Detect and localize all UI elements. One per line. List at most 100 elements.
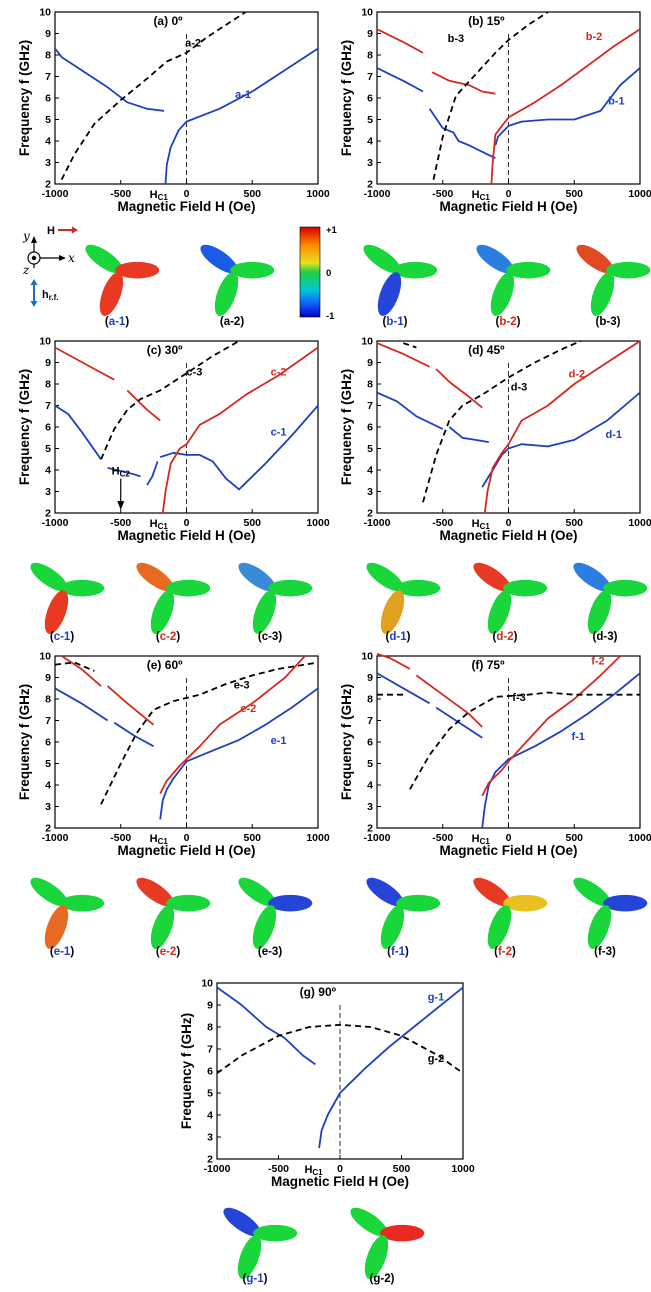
x-axis-label: Magnetic Field H (Oe) — [439, 528, 577, 543]
mode-caption: (d-3) — [593, 631, 618, 643]
nanomagnet-ellipse — [350, 1207, 388, 1237]
nanomagnet-ellipse — [487, 905, 512, 949]
nanomagnet-ellipse — [115, 261, 160, 279]
y-tick-label: 8 — [207, 1022, 213, 1034]
nanomagnet-ellipse — [573, 877, 611, 907]
nanomagnet-ellipse — [30, 562, 68, 592]
series-line-f-2 — [376, 653, 411, 670]
colorbar-mid-label: 0 — [326, 268, 331, 279]
mode-caption: (f-2) — [494, 946, 516, 958]
y-tick-label: 2 — [45, 823, 51, 835]
x-axis-label: Magnetic Field H (Oe) — [439, 843, 577, 858]
nanomagnet-ellipse — [85, 244, 123, 274]
x-tick-label: -500 — [432, 517, 453, 529]
nanomagnet-ellipse — [237, 1235, 262, 1279]
panel-title: (f) 75º — [471, 658, 505, 672]
nanomagnet-ellipse — [238, 877, 276, 907]
series-line-e-3 — [100, 661, 319, 805]
nanomagnet-ellipse — [503, 894, 548, 912]
series-line-e-1 — [113, 721, 155, 748]
x-tick-label: -1000 — [42, 188, 69, 200]
nanomagnet-ellipse — [380, 1224, 425, 1242]
mode-profile-image — [366, 562, 441, 634]
z-axis-dot-icon — [31, 255, 37, 261]
series-line-b-3 — [432, 11, 549, 180]
hc1-label: HC1 — [472, 518, 491, 531]
y-tick-label: 6 — [207, 1066, 213, 1078]
series-c-1 — [54, 404, 319, 491]
y-tick-label: 6 — [367, 422, 373, 434]
nanomagnet-ellipse — [396, 894, 441, 912]
y-axis-label: Frequency f (GHz) — [339, 369, 354, 485]
curve-label-b-3: b-3 — [448, 33, 465, 45]
hc2-label: HC2 — [112, 465, 131, 478]
mode-caption: (e-1) — [50, 946, 74, 958]
y-tick-label: 4 — [207, 1110, 213, 1122]
series-b-2 — [376, 28, 641, 185]
series-line-f-1 — [481, 672, 641, 829]
x-tick-label: 0 — [506, 517, 512, 529]
mode-caption: (c-1) — [50, 631, 74, 643]
series-d-3 — [403, 340, 582, 503]
curve-label-g-1: g-1 — [428, 992, 445, 1004]
series-line-g-2 — [216, 1023, 464, 1074]
h-field-arrowhead-icon — [72, 226, 78, 234]
panel-title: (d) 45º — [468, 343, 505, 357]
nanomagnet-ellipse — [364, 1235, 389, 1279]
x-tick-label: -1000 — [204, 1163, 231, 1175]
nanomagnet-ellipse — [252, 905, 277, 949]
x-tick-label: 0 — [184, 188, 190, 200]
mode-profile-image — [30, 562, 105, 634]
panel-title: (e) 60º — [147, 658, 183, 672]
mode-caption: (f-1) — [387, 946, 409, 958]
x-tick-label: 500 — [565, 188, 583, 200]
panel-title: (c) 30º — [147, 343, 183, 357]
series-c-2 — [54, 346, 319, 514]
series-line-f-1 — [376, 672, 431, 705]
y-axis-label: Frequency f (GHz) — [339, 40, 354, 156]
hrf-arrowhead-down-icon — [30, 301, 38, 307]
series-line-e-1 — [159, 687, 319, 820]
y-tick-label: 7 — [207, 1044, 213, 1056]
y-tick-label: 10 — [39, 7, 51, 19]
curve-label-f-3: f-3 — [512, 692, 525, 704]
nanomagnet-ellipse — [60, 579, 105, 597]
series-line-d-3 — [403, 342, 417, 349]
hc1-label: HC1 — [150, 833, 169, 846]
x-tick-label: 0 — [184, 517, 190, 529]
y-tick-label: 4 — [45, 465, 51, 477]
z-axis-label: z — [22, 263, 30, 277]
y-tick-label: 8 — [367, 379, 373, 391]
series-line-c-1 — [146, 461, 159, 486]
y-tick-label: 8 — [367, 694, 373, 706]
curve-label-d-3: d-3 — [511, 381, 528, 393]
mode-profile-image — [576, 244, 651, 316]
mode-caption: (d-2) — [493, 631, 518, 643]
series-line-c-1 — [107, 467, 141, 478]
y-axis-label: y — [22, 229, 30, 243]
mode-profile-image — [30, 877, 105, 949]
x-axis-key-label: x — [68, 251, 75, 265]
chart-panel-1: 2 3 4 5 6 7 8 9 10 -1000 -500 0 500 1000 Magnetic Fiel… — [339, 7, 651, 215]
mode-caption: (a-2) — [220, 316, 244, 328]
curve-label-f-1: f-1 — [571, 731, 584, 743]
y-tick-label: 9 — [45, 28, 51, 40]
x-tick-label: -500 — [110, 188, 131, 200]
series-g-2 — [216, 1023, 464, 1074]
series-g-1 — [216, 986, 464, 1149]
series-line-e-2 — [61, 655, 102, 687]
y-tick-label: 4 — [45, 780, 51, 792]
nanomagnet-ellipse — [380, 590, 405, 634]
nanomagnet-ellipse — [150, 590, 175, 634]
y-tick-label: 9 — [367, 357, 373, 369]
series-line-c-1 — [54, 404, 102, 460]
nanomagnet-ellipse — [150, 905, 175, 949]
nanomagnet-ellipse — [590, 272, 615, 316]
series-a-1 — [54, 47, 319, 185]
y-tick-label: 6 — [45, 93, 51, 105]
panel-title: (g) 90º — [300, 985, 337, 999]
curve-label-c-1: c-1 — [271, 427, 287, 439]
series-line-b-2 — [376, 28, 424, 54]
nanomagnet-ellipse — [44, 590, 69, 634]
nanomagnet-ellipse — [380, 905, 405, 949]
